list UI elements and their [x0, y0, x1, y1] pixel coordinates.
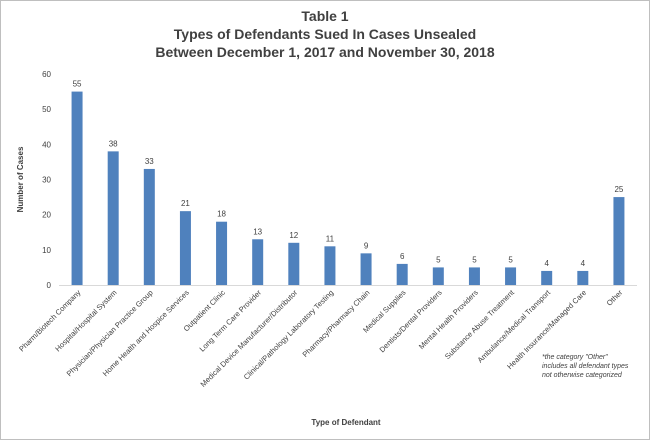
- data-label: 4: [581, 259, 586, 268]
- bar: [613, 197, 625, 285]
- y-axis-title: Number of Cases: [16, 146, 25, 212]
- data-label: 38: [109, 139, 118, 148]
- data-label: 18: [217, 210, 226, 219]
- chart-title-line-1: Table 1: [301, 8, 349, 24]
- bar: [179, 211, 191, 285]
- x-tick-label: Long Term Care Provider: [198, 288, 264, 354]
- bar: [505, 267, 517, 285]
- data-label: 11: [326, 234, 335, 243]
- bars: [71, 91, 625, 285]
- y-tick-label: 30: [42, 176, 51, 185]
- bar: [324, 246, 336, 285]
- data-label: 55: [73, 80, 82, 89]
- bar: [252, 239, 264, 285]
- footnote-line-3: not otherwise categorized: [542, 372, 622, 379]
- bar: [107, 151, 119, 285]
- data-label: 4: [544, 259, 549, 268]
- bar: [541, 270, 553, 285]
- data-label: 25: [614, 185, 623, 194]
- data-label: 13: [253, 227, 262, 236]
- y-tick-label: 20: [42, 211, 51, 220]
- data-label: 9: [364, 241, 369, 250]
- chart-title: Table 1 Types of Defendants Sued In Case…: [1, 7, 649, 61]
- x-tick-label: Substance Abuse Treatment: [443, 287, 517, 361]
- x-tick-label: Other: [605, 288, 625, 308]
- bar: [577, 270, 589, 285]
- bar: [71, 91, 83, 285]
- y-tick-label: 50: [42, 105, 51, 114]
- footnote-line-1: *the category "Other": [542, 354, 608, 361]
- data-label: 12: [289, 231, 298, 240]
- chart-title-line-3: Between December 1, 2017 and November 30…: [155, 44, 495, 60]
- x-axis-title: Type of Defendant: [311, 418, 381, 427]
- bar: [396, 263, 408, 285]
- bar: [288, 242, 300, 285]
- bar: [432, 267, 444, 285]
- data-label: 5: [472, 255, 477, 264]
- bar: [216, 221, 228, 285]
- footnote-line-2: includes all defendant types: [542, 363, 629, 370]
- y-tick-label: 0: [47, 281, 52, 290]
- y-axis: 0 10 20 30 40 50 60: [42, 70, 51, 290]
- data-label: 6: [400, 252, 405, 261]
- bar: [143, 168, 155, 285]
- y-tick-label: 40: [42, 140, 51, 149]
- x-tick-label: Hospital/Hospital System: [53, 288, 118, 353]
- chart-title-line-2: Types of Defendants Sued In Cases Unseal…: [173, 26, 477, 42]
- y-tick-label: 60: [42, 70, 51, 79]
- data-label: 21: [181, 199, 190, 208]
- data-label: 33: [145, 157, 154, 166]
- data-label: 5: [508, 255, 513, 264]
- bar: [468, 267, 480, 285]
- bar: [360, 253, 372, 285]
- data-label: 5: [436, 255, 441, 264]
- x-tick-label: Mental Health Providers: [417, 288, 480, 351]
- x-tick-label: Pharmacy/Pharmacy Chain: [301, 288, 372, 359]
- x-tick-label: Dentists/Dental Providers: [378, 288, 444, 354]
- y-tick-label: 10: [42, 246, 51, 255]
- x-tick-label: Pharm/Biotech Company: [17, 288, 82, 353]
- footnote: *the category "Other" includes all defen…: [542, 353, 642, 380]
